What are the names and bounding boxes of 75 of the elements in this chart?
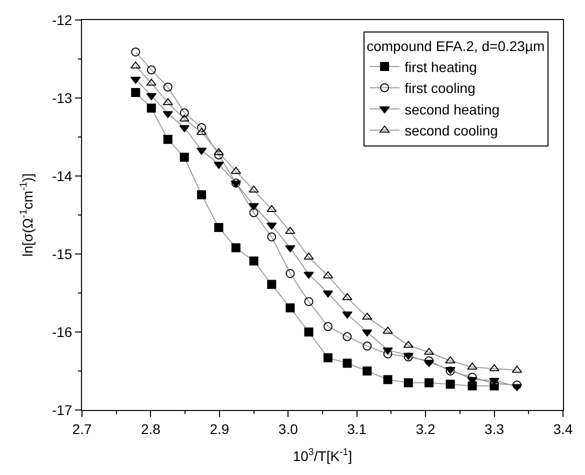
x-tick-label: 3.3	[484, 420, 504, 437]
x-tick-label: 2.8	[140, 420, 161, 437]
point	[179, 114, 190, 122]
point	[304, 252, 314, 260]
point	[304, 328, 314, 336]
point	[342, 358, 352, 368]
x-tick-label: 3.2	[416, 420, 436, 437]
point	[214, 150, 224, 160]
y-tick-label: -16	[52, 324, 72, 340]
point	[131, 47, 140, 56]
point	[197, 190, 206, 200]
point	[383, 375, 392, 384]
point	[512, 380, 522, 390]
point	[362, 366, 372, 376]
y-tick-label: -12	[52, 12, 72, 28]
x-tick-label: 2.7	[72, 420, 92, 437]
y-tick-label: -14	[52, 168, 72, 184]
point	[163, 82, 172, 92]
point	[248, 186, 259, 193]
point	[286, 269, 295, 278]
y-tick-label: -13	[52, 90, 72, 106]
point	[424, 378, 434, 388]
point	[382, 326, 393, 334]
point	[197, 123, 206, 132]
point	[214, 162, 224, 169]
point	[180, 108, 189, 118]
legend-title: compound EFA.2, d=0.23µm	[366, 38, 545, 54]
point	[286, 303, 295, 312]
point	[342, 312, 352, 319]
point	[446, 380, 455, 389]
point	[324, 353, 332, 362]
x-axis-title: 10$^{3}$/T[K$^{-1}$]	[292, 447, 352, 464]
point	[131, 88, 140, 98]
point	[266, 205, 277, 212]
legend-label: first heating	[404, 58, 477, 75]
point	[489, 378, 500, 385]
legend-label: second heating	[404, 101, 500, 118]
point	[342, 332, 352, 342]
y-tick-label: -17	[52, 402, 72, 418]
point	[267, 280, 276, 289]
point	[304, 272, 314, 279]
point	[266, 222, 277, 230]
point	[248, 203, 259, 210]
point	[146, 104, 156, 113]
legend-label: second cooling	[404, 122, 498, 139]
legend-label: first cooling	[404, 80, 476, 96]
point	[249, 208, 258, 218]
x-tick-label: 3.1	[347, 420, 367, 437]
point	[163, 134, 172, 144]
point	[404, 378, 413, 388]
point	[267, 232, 276, 242]
point	[214, 148, 224, 156]
point	[382, 347, 393, 354]
point	[214, 222, 224, 232]
point	[304, 297, 314, 306]
point	[285, 226, 296, 234]
point	[424, 356, 434, 366]
point	[285, 245, 296, 252]
point	[342, 293, 352, 300]
point	[489, 364, 500, 372]
point	[146, 65, 156, 74]
x-tick-label: 3.4	[553, 420, 573, 437]
y-tick-label: -15	[52, 246, 72, 262]
x-tick-label: 3.0	[278, 420, 298, 437]
point	[249, 256, 258, 266]
point	[362, 342, 372, 351]
point	[231, 243, 240, 252]
point	[180, 152, 189, 162]
point	[362, 312, 372, 320]
point	[467, 362, 478, 370]
point	[468, 381, 477, 390]
point	[324, 322, 332, 332]
point	[179, 125, 190, 132]
point	[445, 356, 456, 364]
x-tick-label: 2.9	[210, 420, 230, 437]
